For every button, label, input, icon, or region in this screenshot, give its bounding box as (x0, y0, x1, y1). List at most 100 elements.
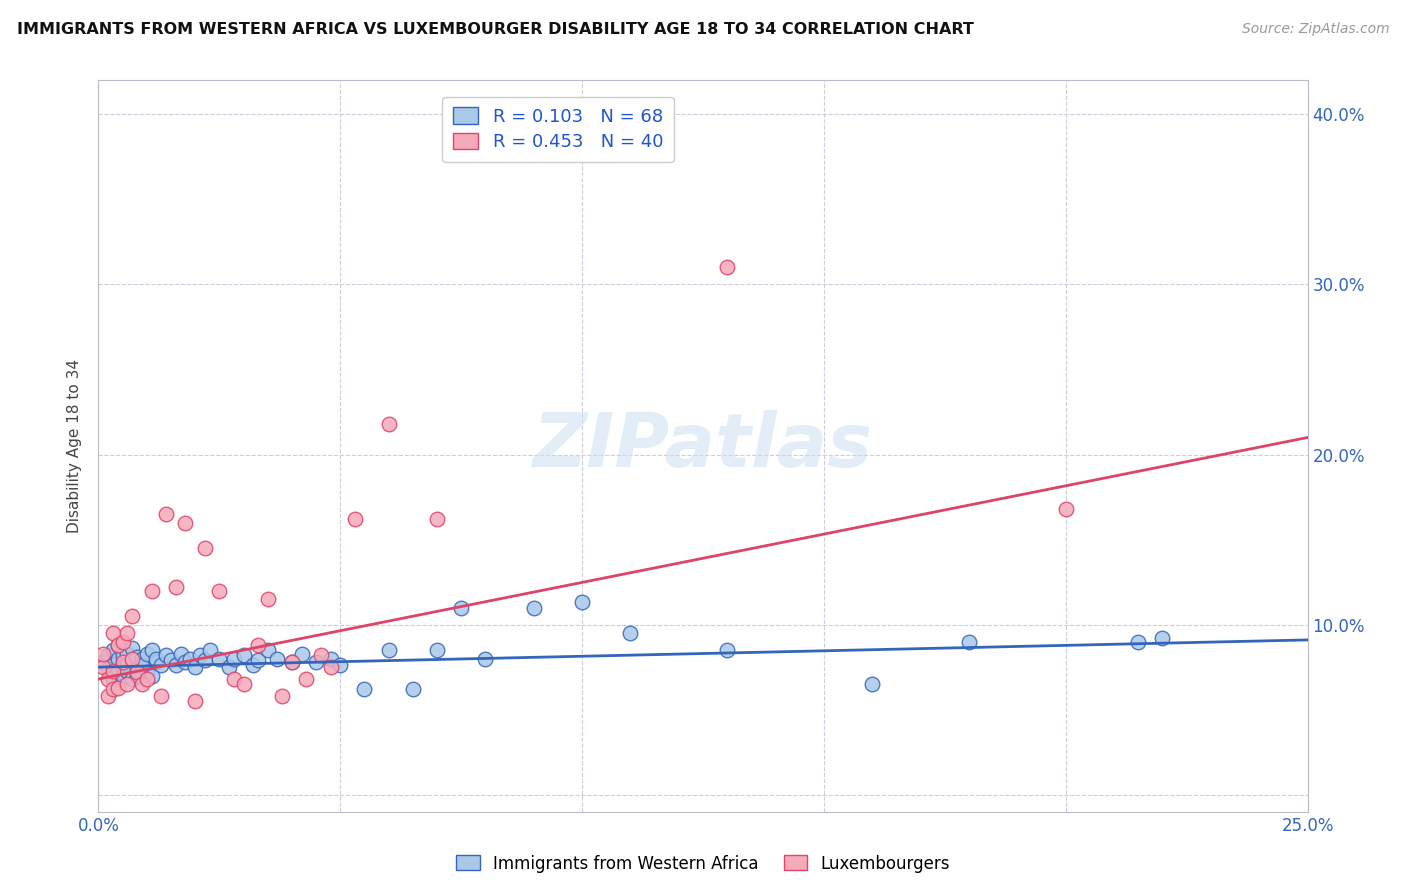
Point (117, 647, 139, 661)
Point (101, 658, 124, 673)
Point (232, 648, 254, 663)
Point (247, 653, 270, 667)
Point (131, 677, 153, 691)
Point (91, 655, 114, 669)
Point (194, 541, 217, 555)
Point (117, 626, 139, 640)
Point (141, 668, 163, 682)
Point (97, 662, 120, 676)
Point (242, 658, 264, 673)
Point (165, 658, 187, 673)
Point (160, 653, 183, 667)
Point (957, 634, 980, 648)
Point (141, 643, 163, 657)
Point (247, 638, 270, 652)
Legend: Immigrants from Western Africa, Luxembourgers: Immigrants from Western Africa, Luxembou… (450, 848, 956, 880)
Point (111, 655, 134, 669)
Point (174, 516, 197, 530)
Point (450, 600, 472, 615)
Point (1152, 631, 1174, 645)
Point (716, 643, 738, 657)
Point (218, 660, 240, 674)
Point (121, 651, 143, 665)
Point (266, 651, 288, 665)
Point (150, 689, 173, 703)
Text: ZIPatlas: ZIPatlas (533, 409, 873, 483)
Point (127, 649, 149, 664)
Point (111, 655, 134, 669)
Point (174, 655, 197, 669)
Point (117, 664, 139, 678)
Point (101, 626, 124, 640)
Point (141, 583, 163, 598)
Point (523, 600, 546, 615)
Point (1054, 502, 1077, 516)
Point (716, 260, 738, 275)
Point (91, 660, 114, 674)
Point (111, 648, 134, 663)
Point (571, 595, 593, 609)
Point (222, 672, 245, 686)
Point (402, 682, 425, 697)
Point (121, 609, 143, 624)
Point (426, 512, 449, 526)
Point (184, 660, 207, 674)
Point (208, 651, 231, 665)
Point (232, 677, 254, 691)
Point (208, 583, 231, 598)
Point (150, 658, 173, 673)
Point (222, 651, 245, 665)
Point (145, 651, 167, 665)
Y-axis label: Disability Age 18 to 34: Disability Age 18 to 34 (67, 359, 83, 533)
Point (426, 643, 449, 657)
Point (165, 580, 187, 594)
Point (121, 653, 143, 667)
Text: Source: ZipAtlas.com: Source: ZipAtlas.com (1241, 22, 1389, 37)
Point (91, 647, 114, 661)
Point (290, 647, 312, 661)
Point (97, 672, 120, 686)
Point (188, 648, 211, 663)
Point (474, 651, 496, 665)
Point (329, 658, 352, 673)
Point (135, 647, 157, 661)
Point (343, 512, 366, 526)
Point (184, 694, 207, 708)
Point (97, 689, 120, 703)
Point (145, 655, 167, 669)
Text: IMMIGRANTS FROM WESTERN AFRICA VS LUXEMBOURGER DISABILITY AGE 18 TO 34 CORRELATI: IMMIGRANTS FROM WESTERN AFRICA VS LUXEMB… (17, 22, 974, 37)
Point (377, 643, 399, 657)
Point (127, 665, 149, 680)
Point (107, 638, 129, 652)
Point (319, 660, 342, 674)
Point (131, 651, 153, 665)
Point (281, 655, 304, 669)
Point (121, 672, 143, 686)
Point (179, 651, 201, 665)
Point (155, 507, 177, 521)
Point (281, 655, 304, 669)
Point (107, 638, 129, 652)
Point (256, 592, 278, 607)
Point (256, 643, 278, 657)
Point (271, 689, 294, 703)
Point (155, 648, 177, 663)
Point (135, 672, 157, 686)
Point (101, 664, 124, 678)
Point (295, 672, 318, 686)
Point (169, 647, 191, 661)
Point (127, 662, 149, 676)
Point (97, 648, 120, 663)
Point (309, 648, 332, 663)
Point (111, 634, 134, 648)
Point (860, 677, 883, 691)
Point (107, 651, 129, 665)
Point (121, 641, 143, 656)
Point (111, 668, 134, 682)
Point (101, 682, 124, 697)
Point (111, 660, 134, 674)
Point (101, 643, 124, 657)
Legend: R = 0.103   N = 68, R = 0.453   N = 40: R = 0.103 N = 68, R = 0.453 N = 40 (441, 96, 673, 162)
Point (131, 658, 153, 673)
Point (619, 626, 641, 640)
